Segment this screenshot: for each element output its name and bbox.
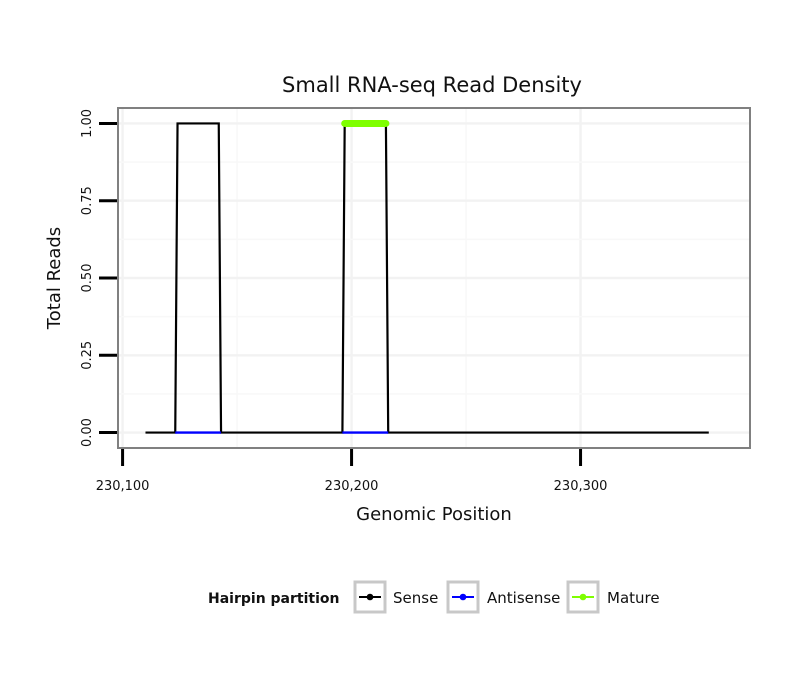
legend-title: Hairpin partition [208,591,339,607]
chart-title: Small RNA-seq Read Density [282,73,582,97]
legend-label-mature: Mature [607,589,660,607]
y-tick-label: 0.00 [80,418,95,447]
series-mature-point [341,120,348,127]
series-layer [145,119,709,434]
x-tick-label: 230,300 [554,479,608,494]
y-tick-label: 1.00 [80,109,95,138]
y-tick-label: 0.25 [80,341,95,370]
series-mature-point [382,120,390,127]
legend-point-antisense [459,593,467,601]
series-sense-line [145,122,709,434]
legend: Hairpin partition Sense Antisense Mature [208,580,660,614]
plot-border [117,107,751,449]
y-tick-label: 0.75 [80,186,95,215]
legend-label-antisense: Antisense [487,589,560,607]
legend-point-sense [366,593,374,601]
legend-point-mature [579,593,587,601]
axis-layer: 0.00 0.25 0.50 0.75 1.00 230,100 230,200 230,30… [80,109,607,494]
x-tick-label: 230,100 [96,479,150,494]
y-axis-title: Total Reads [44,227,65,330]
y-tick-label: 0.50 [80,264,95,293]
x-tick-label: 230,200 [325,479,379,494]
legend-label-sense: Sense [393,589,438,607]
x-axis-title: Genomic Position [356,504,512,525]
